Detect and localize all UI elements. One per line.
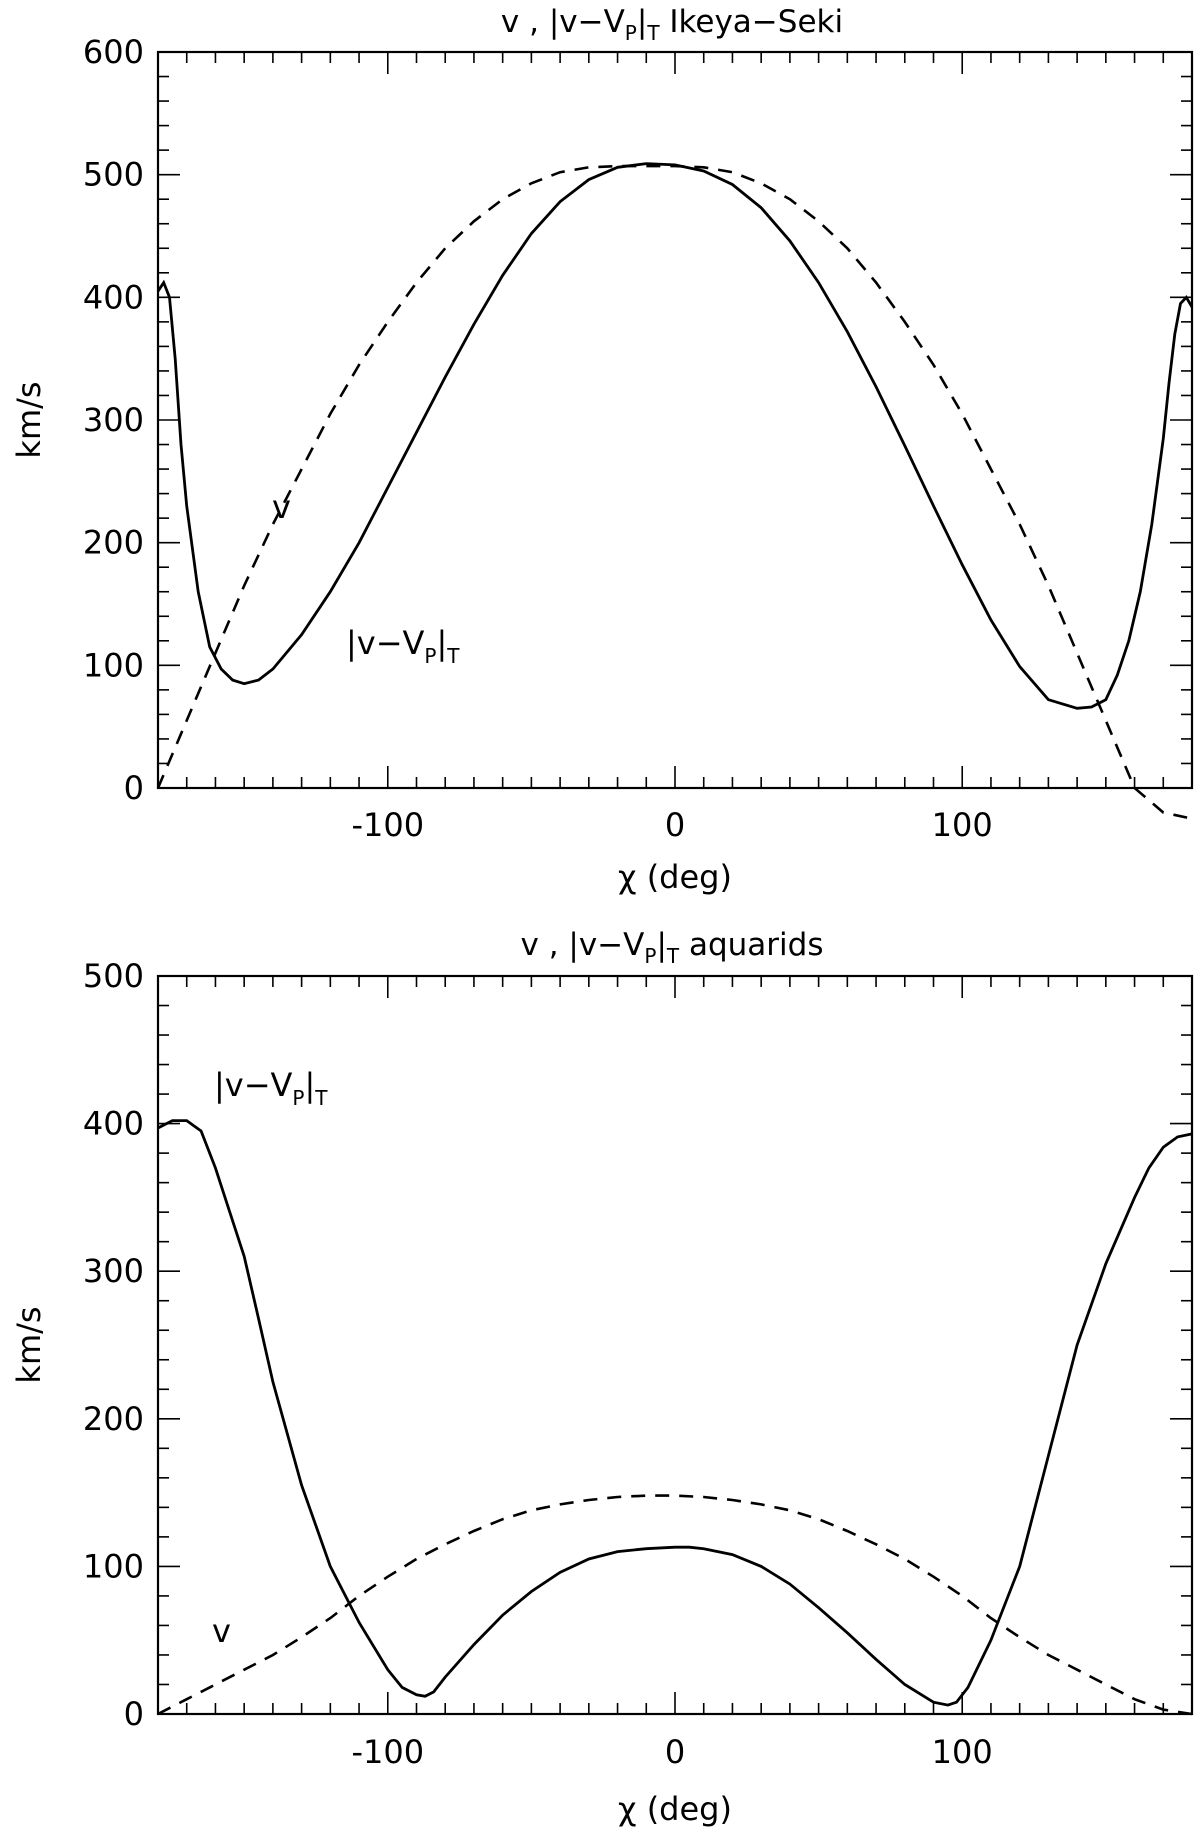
chart-2-ytick-label: 500: [83, 957, 144, 995]
chart-2-xtick-label: 0: [665, 1733, 685, 1771]
chart-2-xtick-labels: -100 0 100: [351, 1733, 992, 1771]
chart-1-ytick-label: 400: [83, 278, 144, 316]
chart-1-series-diff: [156, 162, 1194, 710]
chart-1-ytick-label: 100: [83, 646, 144, 684]
chart-2-ytick-labels: 0 100 200 300 400 500: [83, 957, 144, 1733]
chart-1-xtick-label: 100: [932, 806, 993, 844]
chart-2-title: v , |v−VP|T aquarids: [521, 927, 824, 968]
chart-1-annotation-diff: |v−VP|T: [346, 624, 460, 668]
chart-1-annotation-v: v: [272, 488, 291, 526]
chart-2-xtick-label: 100: [932, 1733, 993, 1771]
chart-1-xtick-label: -100: [351, 806, 424, 844]
chart-2-series-v: [157, 1494, 1193, 1716]
chart-2-ytick-label: 300: [83, 1252, 144, 1290]
chart-1-ytick-label: 500: [83, 156, 144, 194]
chart-2-ytick-label: 100: [83, 1547, 144, 1585]
chart-1-y-axis-title: km/s: [10, 381, 48, 458]
chart-1-xtick-label: 0: [665, 806, 685, 844]
chart-2-annotation-diff: |v−VP|T: [214, 1066, 328, 1110]
chart-1-ytick-label: 200: [83, 524, 144, 562]
chart-1-ytick-label: 600: [83, 33, 144, 71]
chart-1-ytick-labels: 0 100 200 300 400 500 600: [83, 33, 144, 807]
chart-2-ytick-label: 200: [83, 1400, 144, 1438]
chart-1-plot-frame: [156, 50, 1194, 790]
chart-1-series-v: [156, 164, 1193, 820]
chart-2-annotation-v: v: [212, 1612, 231, 1650]
chart-ikeya-seki: v , |v−VP|T Ikeya−Seki 0 100 200 300 400…: [10, 4, 1194, 896]
chart-1-title: v , |v−VP|T Ikeya−Seki: [501, 4, 843, 45]
chart-1-ytick-label: 300: [83, 401, 144, 439]
chart-2-xtick-label: -100: [351, 1733, 424, 1771]
chart-2-ytick-label: 0: [124, 1695, 144, 1733]
chart-2-y-axis-title: km/s: [10, 1306, 48, 1383]
chart-2-ticks: [157, 975, 1193, 1715]
chart-1-ytick-label: 0: [124, 769, 144, 807]
chart-2-x-axis-title: χ (deg): [618, 1790, 732, 1828]
chart-1-ticks: [157, 51, 1193, 789]
chart-1-x-axis-title: χ (deg): [618, 858, 732, 896]
chart-aquarids: v , |v−VP|T aquarids 0 100 200 300 400 5…: [10, 927, 1194, 1828]
chart-2-series-diff: [157, 1119, 1193, 1707]
chart-1-xtick-labels: -100 0 100: [351, 806, 992, 844]
chart-2-ytick-label: 400: [83, 1105, 144, 1143]
